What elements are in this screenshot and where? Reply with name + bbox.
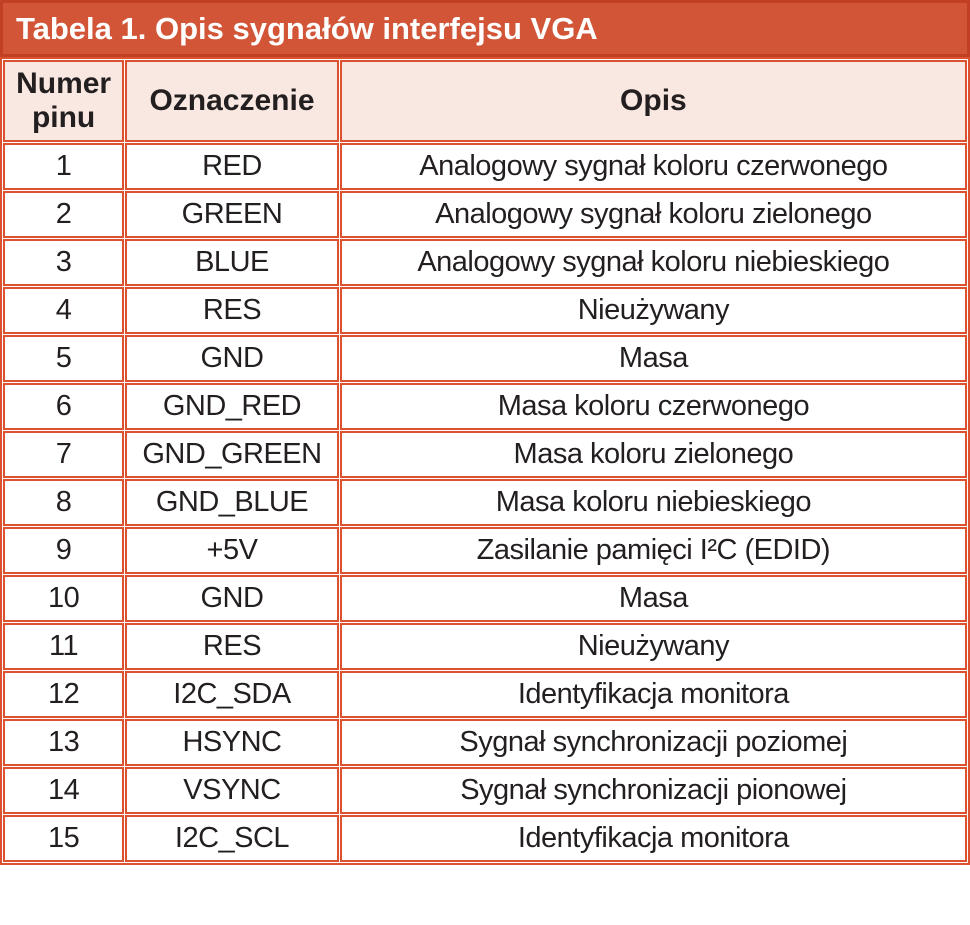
- designation-cell: GREEN: [125, 191, 339, 238]
- pin-number-cell: 3: [3, 239, 125, 286]
- designation-cell: GND_RED: [125, 383, 339, 430]
- header-pin-number: Numer pinu: [3, 60, 125, 142]
- header-row: Numer pinu Oznaczenie Opis: [3, 60, 967, 142]
- table-row: 1 RED Analogowy sygnał koloru czerwonego: [3, 143, 967, 190]
- designation-cell: +5V: [125, 527, 339, 574]
- description-cell: Sygnał synchronizacji poziomej: [339, 719, 967, 766]
- table-row: 12 I2C_SDA Identyfikacja monitora: [3, 671, 967, 718]
- table-row: 14 VSYNC Sygnał synchronizacji pionowej: [3, 767, 967, 814]
- table-row: 11 RES Nieużywany: [3, 623, 967, 670]
- description-cell: Zasilanie pamięci I²C (EDID): [339, 527, 967, 574]
- signal-table: Numer pinu Oznaczenie Opis 1 RED Analogowy…: [0, 57, 970, 865]
- table-row: 3 BLUE Analogowy sygnał koloru niebieskieg…: [3, 239, 967, 286]
- description-cell: Masa koloru zielonego: [339, 431, 967, 478]
- table-row: 10 GND Masa: [3, 575, 967, 622]
- designation-cell: GND: [125, 575, 339, 622]
- pin-number-cell: 13: [3, 719, 125, 766]
- table-row: 4 RES Nieużywany: [3, 287, 967, 334]
- designation-cell: VSYNC: [125, 767, 339, 814]
- designation-cell: GND: [125, 335, 339, 382]
- pin-number-cell: 12: [3, 671, 125, 718]
- description-cell: Masa: [339, 575, 967, 622]
- designation-cell: RED: [125, 143, 339, 190]
- designation-cell: RES: [125, 623, 339, 670]
- table-row: 15 I2C_SCL Identyfikacja monitora: [3, 815, 967, 862]
- pin-number-cell: 6: [3, 383, 125, 430]
- description-cell: Nieużywany: [339, 623, 967, 670]
- designation-cell: I2C_SCL: [125, 815, 339, 862]
- pin-number-cell: 14: [3, 767, 125, 814]
- vga-signal-table-page: Tabela 1. Opis sygnałów interfejsu VGA N…: [0, 0, 970, 865]
- table-title: Tabela 1. Opis sygnałów interfejsu VGA: [16, 10, 598, 46]
- designation-cell: BLUE: [125, 239, 339, 286]
- table-row: 7 GND_GREEN Masa koloru zielonego: [3, 431, 967, 478]
- description-cell: Masa: [339, 335, 967, 382]
- description-cell: Analogowy sygnał koloru czerwonego: [339, 143, 967, 190]
- table-row: 13 HSYNC Sygnał synchronizacji poziomej: [3, 719, 967, 766]
- table-title-bar: Tabela 1. Opis sygnałów interfejsu VGA: [0, 0, 970, 57]
- description-cell: Masa koloru czerwonego: [339, 383, 967, 430]
- table-row: 8 GND_BLUE Masa koloru niebieskiego: [3, 479, 967, 526]
- description-cell: Sygnał synchronizacji pionowej: [339, 767, 967, 814]
- table-row: 5 GND Masa: [3, 335, 967, 382]
- pin-number-cell: 15: [3, 815, 125, 862]
- designation-cell: HSYNC: [125, 719, 339, 766]
- pin-number-cell: 8: [3, 479, 125, 526]
- header-designation: Oznaczenie: [125, 60, 339, 142]
- description-cell: Masa koloru niebieskiego: [339, 479, 967, 526]
- pin-number-cell: 4: [3, 287, 125, 334]
- designation-cell: RES: [125, 287, 339, 334]
- description-cell: Identyfikacja monitora: [339, 815, 967, 862]
- designation-cell: GND_GREEN: [125, 431, 339, 478]
- designation-cell: GND_BLUE: [125, 479, 339, 526]
- description-cell: Analogowy sygnał koloru zielonego: [339, 191, 967, 238]
- description-cell: Analogowy sygnał koloru niebieskiego: [339, 239, 967, 286]
- table-body: 1 RED Analogowy sygnał koloru czerwonego 2 G…: [3, 143, 967, 862]
- pin-number-cell: 2: [3, 191, 125, 238]
- pin-number-cell: 10: [3, 575, 125, 622]
- table-row: 2 GREEN Analogowy sygnał koloru zielonego: [3, 191, 967, 238]
- pin-number-cell: 5: [3, 335, 125, 382]
- description-cell: Nieużywany: [339, 287, 967, 334]
- header-description: Opis: [339, 60, 967, 142]
- table-row: 6 GND_RED Masa koloru czerwonego: [3, 383, 967, 430]
- designation-cell: I2C_SDA: [125, 671, 339, 718]
- description-cell: Identyfikacja monitora: [339, 671, 967, 718]
- table-row: 9 +5V Zasilanie pamięci I²C (EDID): [3, 527, 967, 574]
- pin-number-cell: 7: [3, 431, 125, 478]
- pin-number-cell: 11: [3, 623, 125, 670]
- pin-number-cell: 9: [3, 527, 125, 574]
- pin-number-cell: 1: [3, 143, 125, 190]
